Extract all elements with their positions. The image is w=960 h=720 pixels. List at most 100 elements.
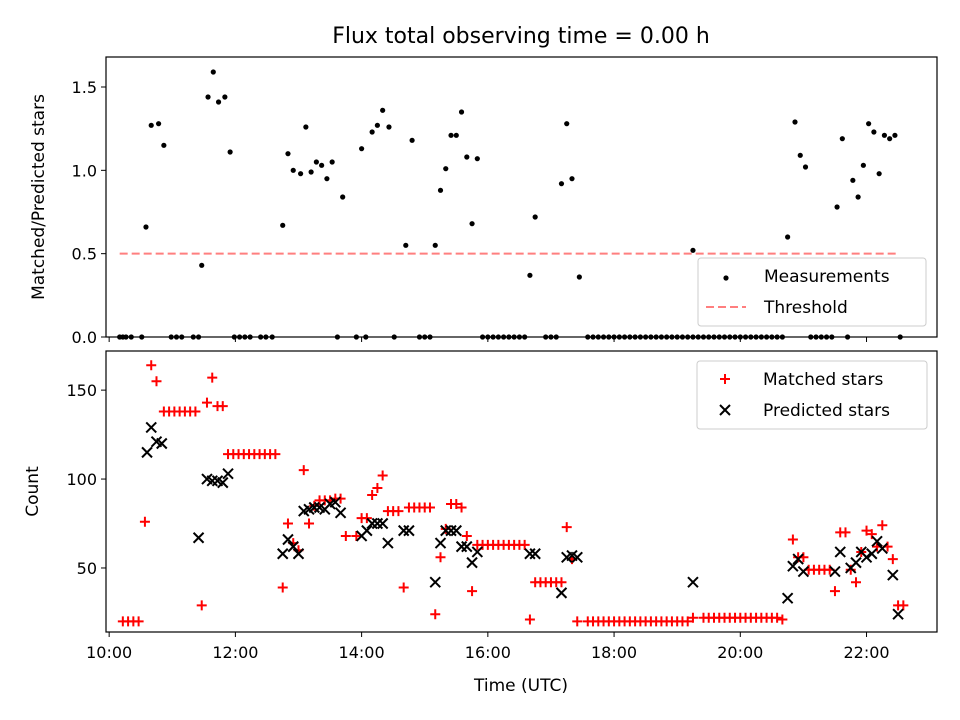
measurement-point xyxy=(409,137,415,143)
matched-star-point xyxy=(340,530,351,541)
measurement-point xyxy=(168,334,174,340)
matched-star-point xyxy=(133,616,144,627)
measurement-point xyxy=(155,121,162,127)
measurement-point xyxy=(711,334,717,340)
measurement-point xyxy=(844,334,851,340)
measurement-point xyxy=(334,334,341,340)
matched-star-point xyxy=(572,616,583,627)
measurement-point xyxy=(897,334,903,340)
measurement-point xyxy=(319,162,325,168)
measurement-point xyxy=(621,334,628,340)
matched-star-point xyxy=(777,614,788,625)
measurement-point xyxy=(363,334,369,340)
measurement-point xyxy=(871,129,877,135)
predicted-star-point xyxy=(871,535,883,548)
measurement-point xyxy=(600,334,607,340)
measurement-point xyxy=(458,109,465,115)
measurement-point xyxy=(700,334,707,340)
measurement-point xyxy=(453,132,459,138)
matched-star-point xyxy=(866,529,877,540)
measurement-point xyxy=(808,334,814,340)
measurement-point xyxy=(595,334,601,340)
predicted-star-point xyxy=(792,553,804,565)
measurement-point xyxy=(298,171,304,177)
measurement-point xyxy=(374,122,380,128)
measurement-point xyxy=(427,334,433,340)
measurement-point xyxy=(553,334,559,340)
measurement-point xyxy=(658,334,665,340)
measurement-point xyxy=(437,187,444,193)
legend-box xyxy=(696,360,928,430)
predicted-star-point xyxy=(156,437,168,450)
measurement-point xyxy=(569,176,575,182)
predicted-star-point xyxy=(892,608,904,620)
matched-star-point xyxy=(304,518,315,529)
x-tick-label: 18:00 xyxy=(591,643,637,662)
measurement-point xyxy=(511,334,517,340)
matched-star-point xyxy=(196,600,207,611)
measurement-point xyxy=(236,334,243,340)
measurement-point xyxy=(829,334,835,340)
measurement-point xyxy=(632,334,638,340)
matched-star-point xyxy=(787,534,798,545)
matched-star-point xyxy=(556,577,567,588)
predicted-star-point xyxy=(434,537,447,549)
measurement-point xyxy=(653,334,659,340)
legend-label: Threshold xyxy=(763,298,848,318)
predicted-star-point xyxy=(382,537,394,549)
predicted-star-point xyxy=(277,548,289,560)
legend-box xyxy=(697,257,927,327)
measurement-point xyxy=(742,334,749,340)
measurement-point xyxy=(590,334,596,340)
measurement-point xyxy=(616,334,622,340)
predicted-star-point xyxy=(455,540,468,553)
measurement-point xyxy=(501,334,507,340)
legend: Measurements Threshold xyxy=(697,257,927,327)
predicted-star-point xyxy=(429,576,441,588)
predicted-star-point xyxy=(471,546,484,558)
measurement-point xyxy=(485,334,491,340)
measurement-point xyxy=(448,132,454,138)
measurement-point xyxy=(285,151,291,157)
predicted-star-point xyxy=(192,532,205,544)
measurement-point xyxy=(369,129,375,135)
measurement-point xyxy=(161,142,167,148)
upper-panel: 0.0 0.5 1.0 1.5 Matched/Predicted stars Measu… xyxy=(29,56,938,347)
measurement-point xyxy=(227,149,233,155)
matched-star-point xyxy=(335,493,346,504)
matched-star-point xyxy=(217,401,228,412)
measurement-point xyxy=(173,334,180,340)
measurement-point xyxy=(797,152,803,158)
predicted-star-point xyxy=(371,517,384,530)
measurement-point xyxy=(443,166,449,172)
measurement-point xyxy=(128,334,134,340)
predicted-star-point xyxy=(217,476,229,489)
y-axis-label: Matched/Predicted stars xyxy=(29,94,49,300)
matched-star-point xyxy=(519,539,530,550)
measurement-point xyxy=(380,107,386,113)
predicted-star-point xyxy=(866,548,878,560)
measurement-point xyxy=(516,334,522,340)
measurement-point xyxy=(290,167,296,173)
measurement-point xyxy=(205,94,211,100)
measurement-point xyxy=(813,334,819,340)
legend-label: Matched stars xyxy=(763,370,883,390)
measurement-point xyxy=(558,181,565,187)
legend: Matched stars Predicted stars xyxy=(696,360,928,430)
matched-star-point xyxy=(682,616,693,627)
matched-star-point xyxy=(298,465,309,476)
y-tick-label: 1.0 xyxy=(72,161,97,180)
matched-star-point xyxy=(772,612,783,623)
measurement-point xyxy=(727,334,733,340)
measurement-point xyxy=(391,334,397,340)
measurement-point xyxy=(263,334,269,340)
measurement-point xyxy=(664,334,670,340)
measurement-point xyxy=(422,334,428,340)
measurement-point xyxy=(774,334,780,340)
measurement-point xyxy=(506,334,512,340)
y-tick-label: 50 xyxy=(77,559,97,578)
predicted-star-point xyxy=(887,569,899,581)
measurement-point xyxy=(769,334,775,340)
predicted-star-point xyxy=(524,548,536,560)
measurement-point xyxy=(669,334,675,340)
